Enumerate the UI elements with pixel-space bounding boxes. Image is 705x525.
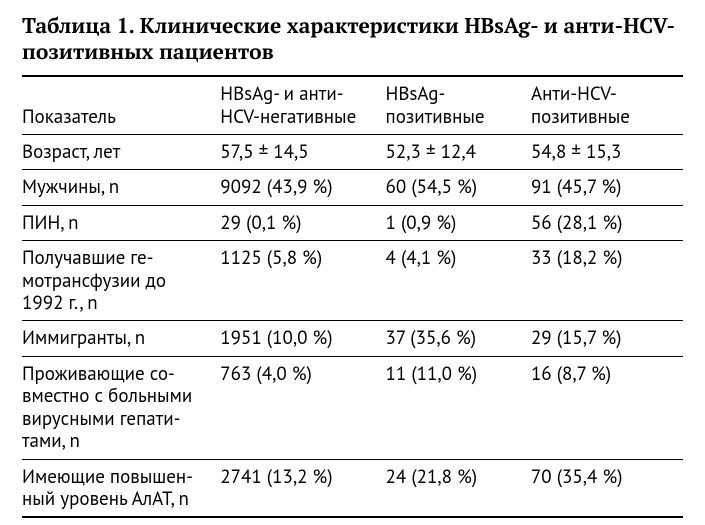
cell-value: 9092 (43,9 %) — [220, 170, 385, 205]
clinical-characteristics-table: Показатель HBsAg- и анти-HCV-негативные … — [22, 75, 683, 518]
cell-value: 1951 (10,0 %) — [220, 321, 385, 356]
cell-label: Возраст, лет — [22, 135, 220, 170]
col-header-negative: HBsAg- и анти-HCV-негативные — [220, 76, 385, 134]
cell-label: Получавшие ге-мотрансфузии до 1992 г., n — [22, 241, 220, 321]
cell-label: Проживающие со-вместно с больными вирусн… — [22, 356, 220, 459]
cell-value: 70 (35,4 %) — [531, 459, 683, 517]
cell-label: Иммигранты, n — [22, 321, 220, 356]
table-row: Получавшие ге-мотрансфузии до 1992 г., n… — [22, 241, 683, 321]
table-row: Мужчины, n 9092 (43,9 %) 60 (54,5 %) 91 … — [22, 170, 683, 205]
cell-label: Мужчины, n — [22, 170, 220, 205]
cell-value: 4 (4,1 %) — [386, 241, 531, 321]
cell-value: 24 (21,8 %) — [386, 459, 531, 517]
cell-value: 56 (28,1 %) — [531, 205, 683, 240]
table-row: ПИН, n 29 (0,1 %) 1 (0,9 %) 56 (28,1 %) — [22, 205, 683, 240]
cell-value: 60 (54,5 %) — [386, 170, 531, 205]
cell-value: 29 (0,1 %) — [220, 205, 385, 240]
cell-value: 91 (45,7 %) — [531, 170, 683, 205]
table-row: Имеющие повышен-ный уровень АлАТ, n 2741… — [22, 459, 683, 517]
cell-value: 29 (15,7 %) — [531, 321, 683, 356]
table-row: Иммигранты, n 1951 (10,0 %) 37 (35,6 %) … — [22, 321, 683, 356]
cell-value: 1125 (5,8 %) — [220, 241, 385, 321]
table-row: Возраст, лет 57,5 ± 14,5 52,3 ± 12,4 54,… — [22, 135, 683, 170]
cell-value: 54,8 ± 15,3 — [531, 135, 683, 170]
cell-value: 2741 (13,2 %) — [220, 459, 385, 517]
table-row: Проживающие со-вместно с больными вирусн… — [22, 356, 683, 459]
cell-value: 763 (4,0 %) — [220, 356, 385, 459]
cell-value: 16 (8,7 %) — [531, 356, 683, 459]
col-header-hbsag-pos: HBsAg-позитивные — [386, 76, 531, 134]
table-title: Таблица 1. Клинические характеристики HB… — [22, 14, 683, 65]
cell-label: ПИН, n — [22, 205, 220, 240]
table-header-row: Показатель HBsAg- и анти-HCV-негативные … — [22, 76, 683, 134]
cell-value: 1 (0,9 %) — [386, 205, 531, 240]
col-header-indicator: Показатель — [22, 76, 220, 134]
col-header-antihcv-pos: Анти-HCV-позитивные — [531, 76, 683, 134]
cell-value: 11 (11,0 %) — [386, 356, 531, 459]
cell-value: 57,5 ± 14,5 — [220, 135, 385, 170]
cell-value: 33 (18,2 %) — [531, 241, 683, 321]
cell-value: 37 (35,6 %) — [386, 321, 531, 356]
cell-value: 52,3 ± 12,4 — [386, 135, 531, 170]
cell-label: Имеющие повышен-ный уровень АлАТ, n — [22, 459, 220, 517]
